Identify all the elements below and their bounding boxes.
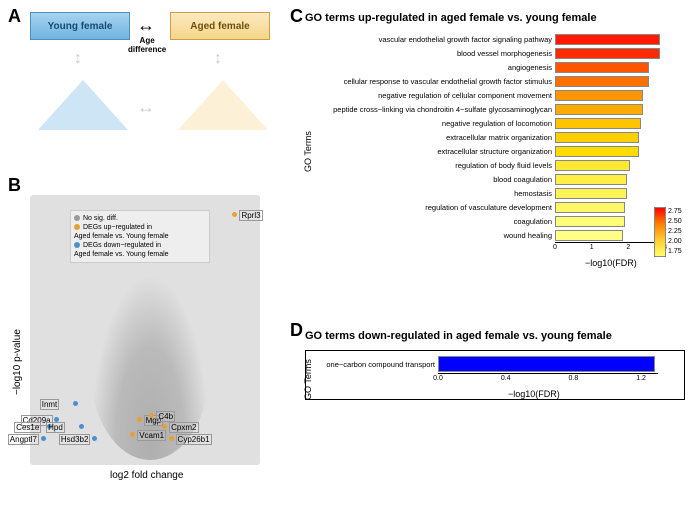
gene-label: Ces1e — [14, 422, 41, 433]
go-term-label: hemostasis — [305, 189, 555, 198]
go-term-label: extracellular structure organization — [305, 147, 555, 156]
gene-point — [232, 212, 237, 217]
go-term-label: wound healing — [305, 231, 555, 240]
gene-point — [54, 417, 59, 422]
gene-label: Rprl3 — [239, 210, 262, 221]
go-term-label: regulation of body fluid levels — [305, 161, 555, 170]
legend-down: DEGs down−regulated inAged female vs. Yo… — [74, 242, 169, 258]
gene-label: Inmt — [40, 399, 60, 410]
go-row: regulation of body fluid levels — [305, 158, 685, 172]
go-row: wound healing — [305, 228, 685, 242]
go-term-label: extracellular matrix organization — [305, 133, 555, 142]
go-row: negative regulation of cellular componen… — [305, 88, 685, 102]
volcano-plot: No sig. diff. DEGs up−regulated inAged f… — [30, 195, 260, 465]
gene-point — [169, 436, 174, 441]
panel-c-title: GO terms up-regulated in aged female vs.… — [305, 12, 690, 24]
age-diff-label: Agedifference — [128, 36, 166, 54]
gene-point — [41, 436, 46, 441]
y-axis-label: −log10 p-value — [12, 329, 23, 395]
go-bar — [555, 48, 660, 59]
grey-arrow-icon: ↔ — [137, 97, 155, 118]
go-bar — [555, 216, 625, 227]
panel-b-volcano: No sig. diff. DEGs up−regulated inAged f… — [30, 195, 270, 495]
age-arrow-icon: ↔ — [137, 15, 155, 36]
volcano-legend: No sig. diff. DEGs up−regulated inAged f… — [70, 210, 210, 263]
young-female-box: Young female — [30, 12, 130, 40]
gene-label: Cyp26b1 — [176, 434, 212, 445]
go-row: extracellular matrix organization — [305, 130, 685, 144]
gene-label: Hsd3b2 — [59, 434, 91, 445]
grey-arrow-icon: ↕ — [74, 50, 82, 68]
go-row: blood vessel morphogenesis — [305, 46, 685, 60]
gene-label: Hpd — [46, 422, 65, 433]
go-term-label: angiogenesis — [305, 63, 555, 72]
gene-point — [92, 436, 97, 441]
go-term-label: blood vessel morphogenesis — [305, 49, 555, 58]
panel-a-diagram: Young female Aged female ↔ Agedifference… — [30, 12, 270, 142]
gene-point — [79, 424, 84, 429]
legend-up: DEGs up−regulated inAged female vs. Youn… — [74, 224, 169, 240]
go-bar — [555, 188, 627, 199]
go-bar — [555, 118, 641, 129]
panel-b-label: B — [8, 175, 21, 196]
go-bar — [555, 174, 627, 185]
go-term-label: cellular response to vascular endothelia… — [305, 77, 555, 86]
gene-point — [137, 417, 142, 422]
aged-female-box: Aged female — [170, 12, 270, 40]
go-bar — [555, 34, 660, 45]
go-row: regulation of vasculature development — [305, 200, 685, 214]
legend-nosig: No sig. diff. — [83, 215, 118, 222]
panel-c-barchart: GO terms up-regulated in aged female vs.… — [305, 12, 690, 302]
go-bar — [555, 76, 649, 87]
grey-arrow-icon: ↕ — [214, 50, 222, 68]
go-term-label: coagulation — [305, 217, 555, 226]
go-term-label: negative regulation of locomotion — [305, 119, 555, 128]
go-bar — [555, 104, 643, 115]
gene-point — [73, 401, 78, 406]
panel-a-label: A — [8, 6, 21, 27]
aged-male-triangle — [178, 80, 268, 130]
panel-c-label: C — [290, 6, 303, 27]
go-bar — [555, 132, 639, 143]
go-row: peptide cross−linking via chondroitin 4−… — [305, 102, 685, 116]
go-term-label: vascular endothelial growth factor signa… — [305, 35, 555, 44]
young-male-triangle — [38, 80, 128, 130]
panel-d-title: GO terms down-regulated in aged female v… — [305, 330, 690, 342]
c-x-axis-label: −log10(FDR) — [585, 258, 685, 268]
go-row: vascular endothelial growth factor signa… — [305, 32, 685, 46]
go-row: angiogenesis — [305, 60, 685, 74]
go-bar — [555, 160, 630, 171]
panel-d-label: D — [290, 320, 303, 341]
go-bar — [555, 202, 625, 213]
go-row: coagulation — [305, 214, 685, 228]
d-x-axis-label: −log10(FDR) — [508, 389, 682, 399]
go-row: blood coagulation — [305, 172, 685, 186]
go-term-label: peptide cross−linking via chondroitin 4−… — [305, 105, 555, 114]
go-bar — [555, 230, 623, 241]
gene-label: Vcam1 — [137, 430, 166, 441]
go-bar — [555, 90, 643, 101]
color-legend: 2.752.502.252.001.75 — [654, 207, 688, 257]
go-term-label: regulation of vasculature development — [305, 203, 555, 212]
go-bar — [555, 62, 649, 73]
go-row: one−carbon compound transport — [308, 355, 682, 373]
go-term-label: one−carbon compound transport — [308, 360, 438, 369]
go-term-label: blood coagulation — [305, 175, 555, 184]
go-term-label: negative regulation of cellular componen… — [305, 91, 555, 100]
go-up-bars: vascular endothelial growth factor signa… — [305, 32, 685, 270]
go-row: negative regulation of locomotion — [305, 116, 685, 130]
gene-label: Angptl7 — [8, 434, 39, 445]
go-row: hemostasis — [305, 186, 685, 200]
go-bar — [555, 146, 639, 157]
go-bar — [438, 356, 655, 372]
gene-label: Cpxm2 — [169, 422, 198, 433]
x-axis-label: log2 fold change — [110, 470, 183, 481]
go-down-bars: one−carbon compound transport0.00.40.81.… — [305, 350, 685, 400]
go-row: extracellular structure organization — [305, 144, 685, 158]
go-row: cellular response to vascular endothelia… — [305, 74, 685, 88]
gene-label: C4b — [156, 411, 175, 422]
panel-d-barchart: GO terms down-regulated in aged female v… — [305, 330, 690, 450]
